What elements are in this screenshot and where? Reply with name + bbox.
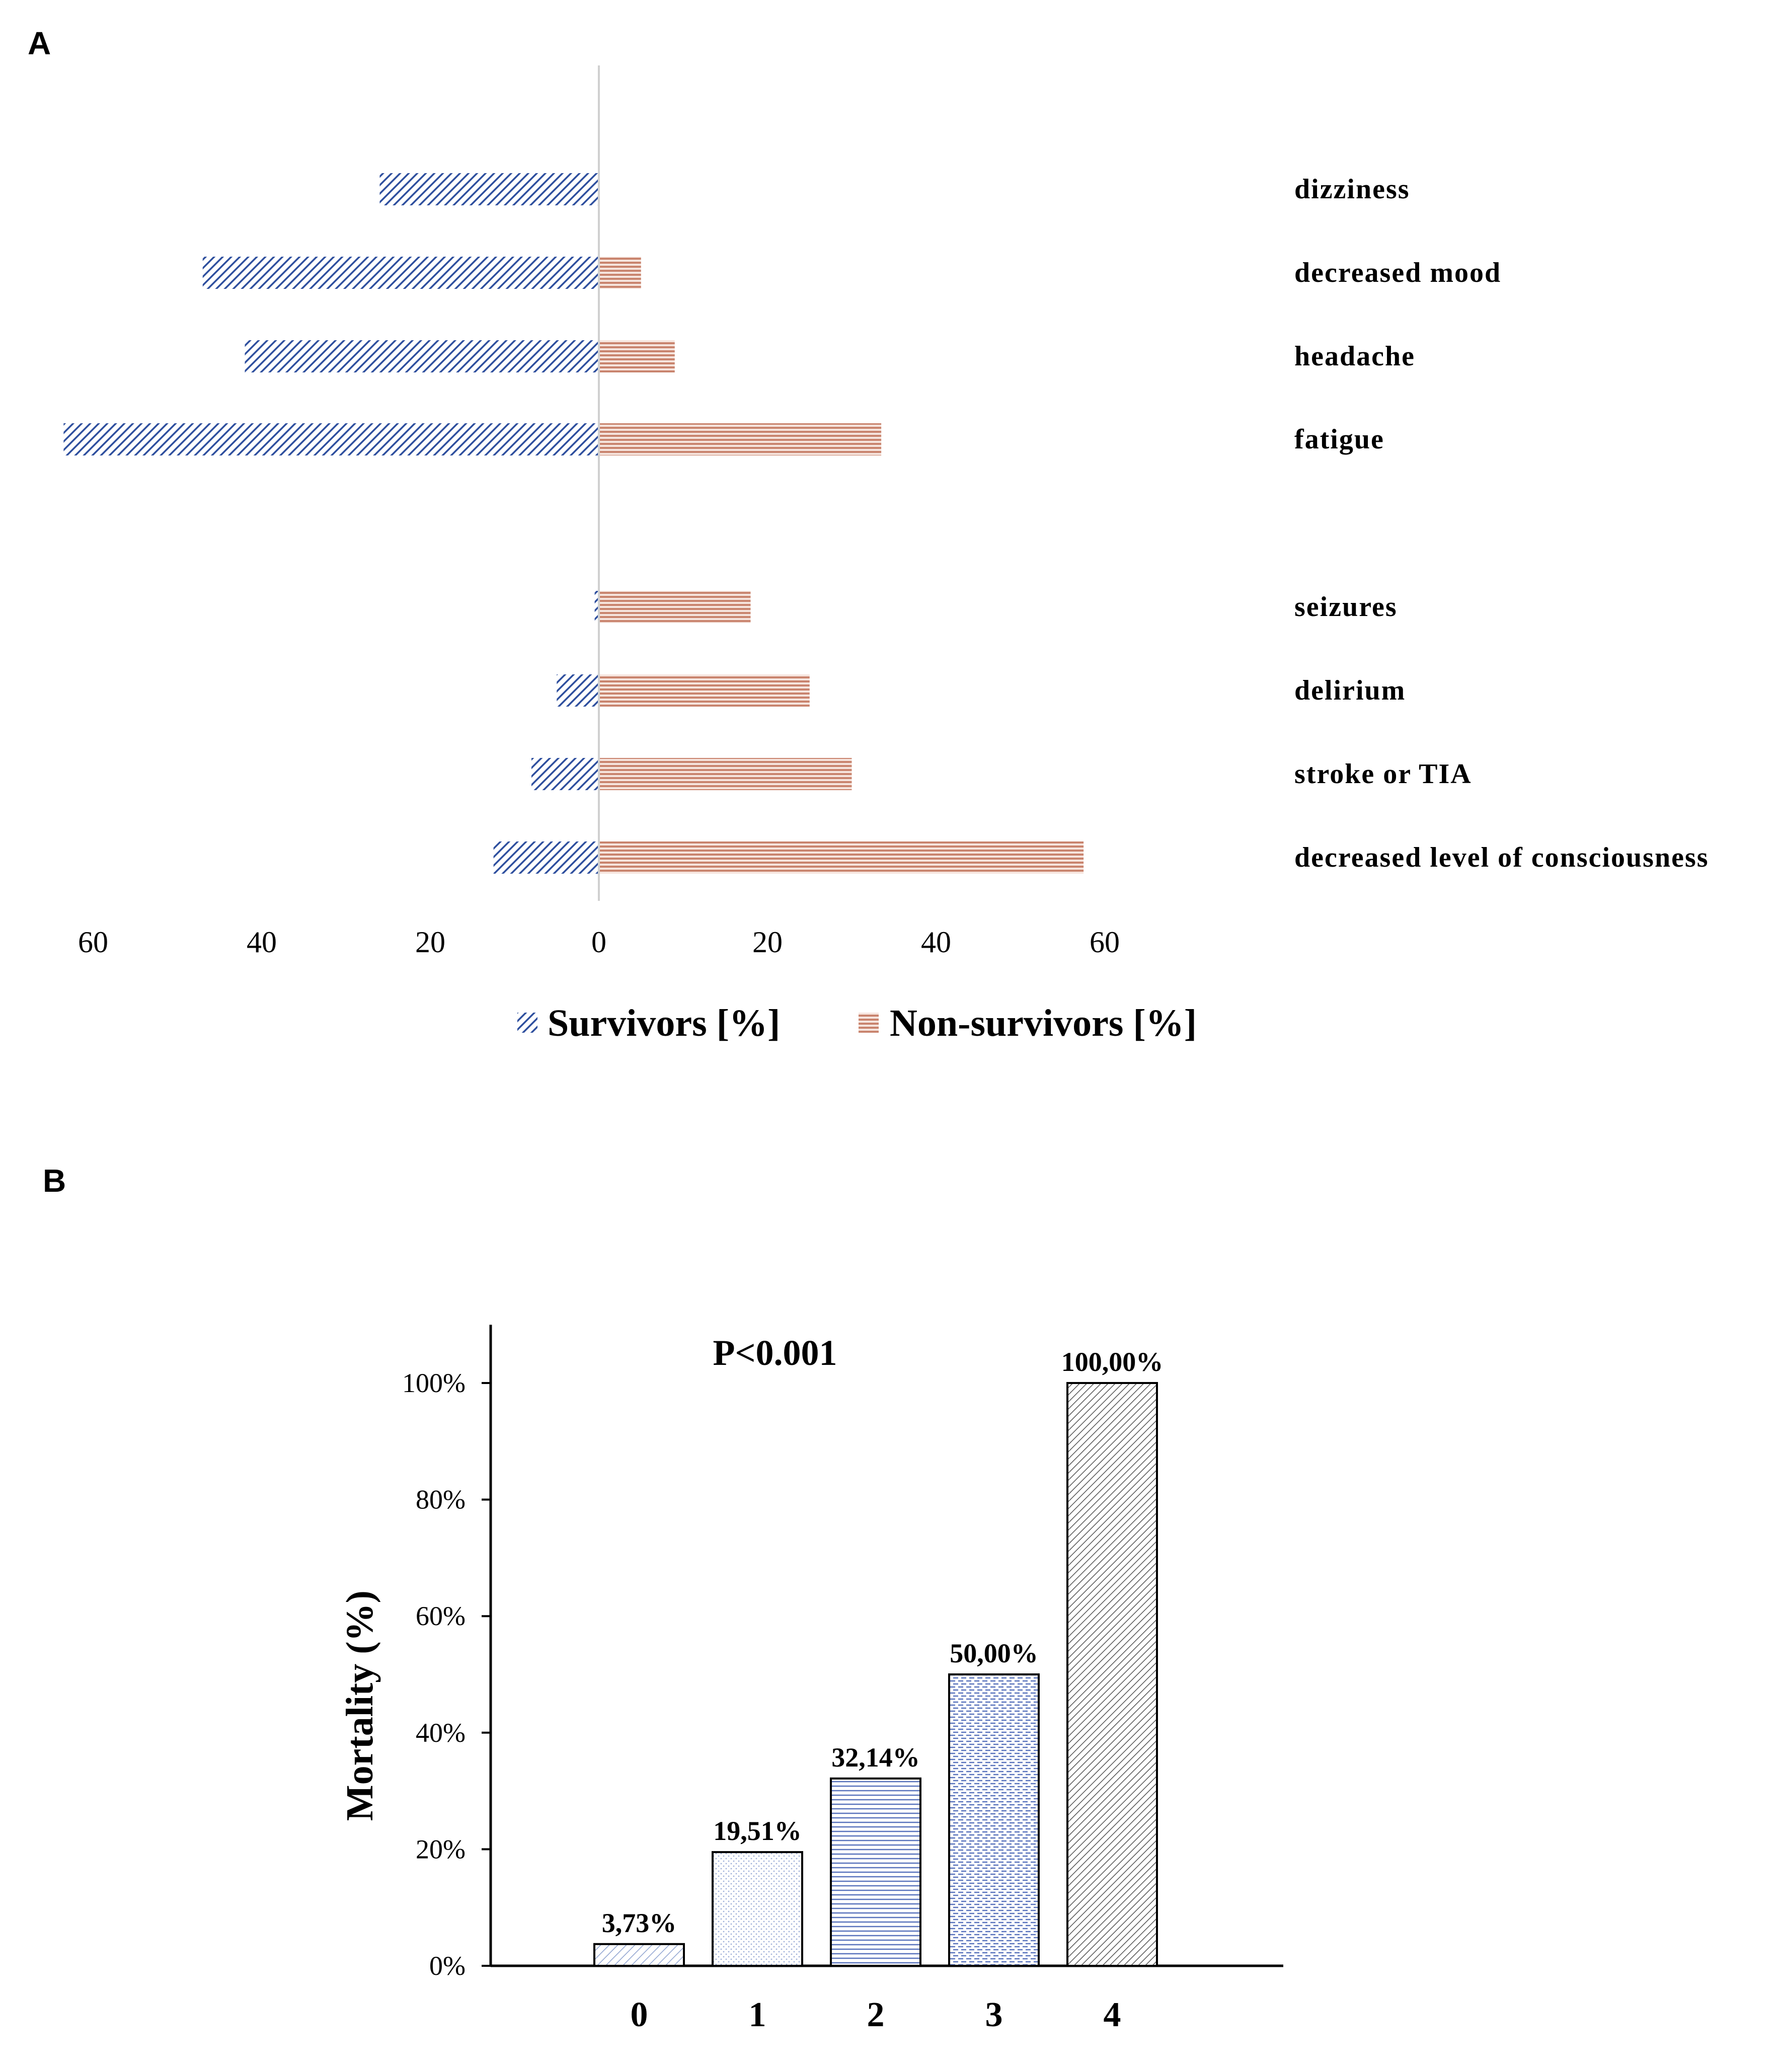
bar-survivors-stroke-or-tia xyxy=(531,758,599,790)
bar-category-1 xyxy=(712,1851,803,1967)
bar-survivors-decreased-level-of-consciousness xyxy=(493,841,599,874)
x-tick-label: 60 xyxy=(1090,926,1120,959)
x-category-label-1: 1 xyxy=(749,1996,766,2034)
y-tick-label: 20% xyxy=(416,1834,466,1864)
legend-label-survivors: Survivors [%] xyxy=(548,1002,780,1044)
bar-survivors-delirium xyxy=(557,674,599,707)
category-label-delirium: delirium xyxy=(1294,675,1406,706)
x-tick-label: 40 xyxy=(921,926,951,959)
value-label-2: 32,14% xyxy=(831,1742,920,1773)
category-label-dizziness: dizziness xyxy=(1294,174,1410,205)
category-label-stroke-or-tia: stroke or TIA xyxy=(1294,758,1472,790)
x-category-label-2: 2 xyxy=(867,1996,885,2034)
y-tick-label: 100% xyxy=(402,1368,466,1398)
value-label-0: 3,73% xyxy=(602,1908,677,1938)
p-value-annotation: P<0.001 xyxy=(713,1333,837,1373)
legend-label-non-survivors: Non-survivors [%] xyxy=(890,1002,1197,1044)
value-label-4: 100,00% xyxy=(1061,1347,1164,1377)
bar-non-survivors-seizures xyxy=(599,591,751,623)
x-tick-label: 20 xyxy=(415,926,445,959)
x-tick-label: 0 xyxy=(591,926,606,959)
category-label-decreased-level-of-consciousness: decreased level of consciousness xyxy=(1294,842,1709,873)
legend-swatch-survivors xyxy=(517,1013,537,1033)
category-label-decreased-mood: decreased mood xyxy=(1294,257,1501,288)
bar-survivors-decreased-mood xyxy=(202,257,599,289)
bar-survivors-headache xyxy=(245,340,599,372)
category-label-headache: headache xyxy=(1294,341,1415,372)
bar-survivors-seizures xyxy=(594,591,599,623)
bar-non-survivors-decreased-mood xyxy=(599,257,641,289)
value-label-1: 19,51% xyxy=(713,1816,802,1846)
value-label-3: 50,00% xyxy=(950,1638,1038,1668)
x-tick-label: 20 xyxy=(752,926,783,959)
bar-category-2 xyxy=(830,1777,921,1967)
bar-survivors-fatigue xyxy=(63,423,599,455)
legend-swatch-non-survivors xyxy=(859,1013,879,1033)
x-tick-label: 40 xyxy=(247,926,277,959)
bar-non-survivors-delirium xyxy=(599,674,810,707)
x-category-label-4: 4 xyxy=(1104,1996,1121,2034)
y-tick-label: 80% xyxy=(416,1485,466,1515)
bar-category-3 xyxy=(948,1673,1040,1967)
bar-non-survivors-decreased-level-of-consciousness xyxy=(599,841,1084,874)
bar-category-0 xyxy=(593,1943,685,1967)
y-tick-label: 60% xyxy=(416,1601,466,1631)
bar-non-survivors-headache xyxy=(599,340,675,372)
bar-non-survivors-fatigue xyxy=(599,423,882,455)
bar-category-4 xyxy=(1066,1382,1158,1967)
x-category-label-3: 3 xyxy=(985,1996,1003,2034)
panel-a-letter: A xyxy=(28,25,51,61)
x-category-label-0: 0 xyxy=(631,1996,648,2034)
category-label-seizures: seizures xyxy=(1294,591,1398,623)
diverging-bar-chart: dizziness decreased mood headache fatigue se… xyxy=(63,65,1709,1044)
bar-survivors-dizziness xyxy=(379,173,599,205)
panel-b-letter: B xyxy=(43,1163,66,1199)
category-label-fatigue: fatigue xyxy=(1294,424,1384,455)
bar-non-survivors-stroke-or-tia xyxy=(599,758,852,790)
mortality-bar-chart: 0% 20% 40% 60% 80% 100% Mortality (%) 3,73% 0 19,… xyxy=(339,1325,1283,2034)
y-tick-label: 40% xyxy=(416,1718,466,1748)
y-tick-label: 0% xyxy=(429,1951,466,1981)
x-tick-label: 60 xyxy=(78,926,108,959)
y-axis-label: Mortality (%) xyxy=(339,1590,381,1821)
